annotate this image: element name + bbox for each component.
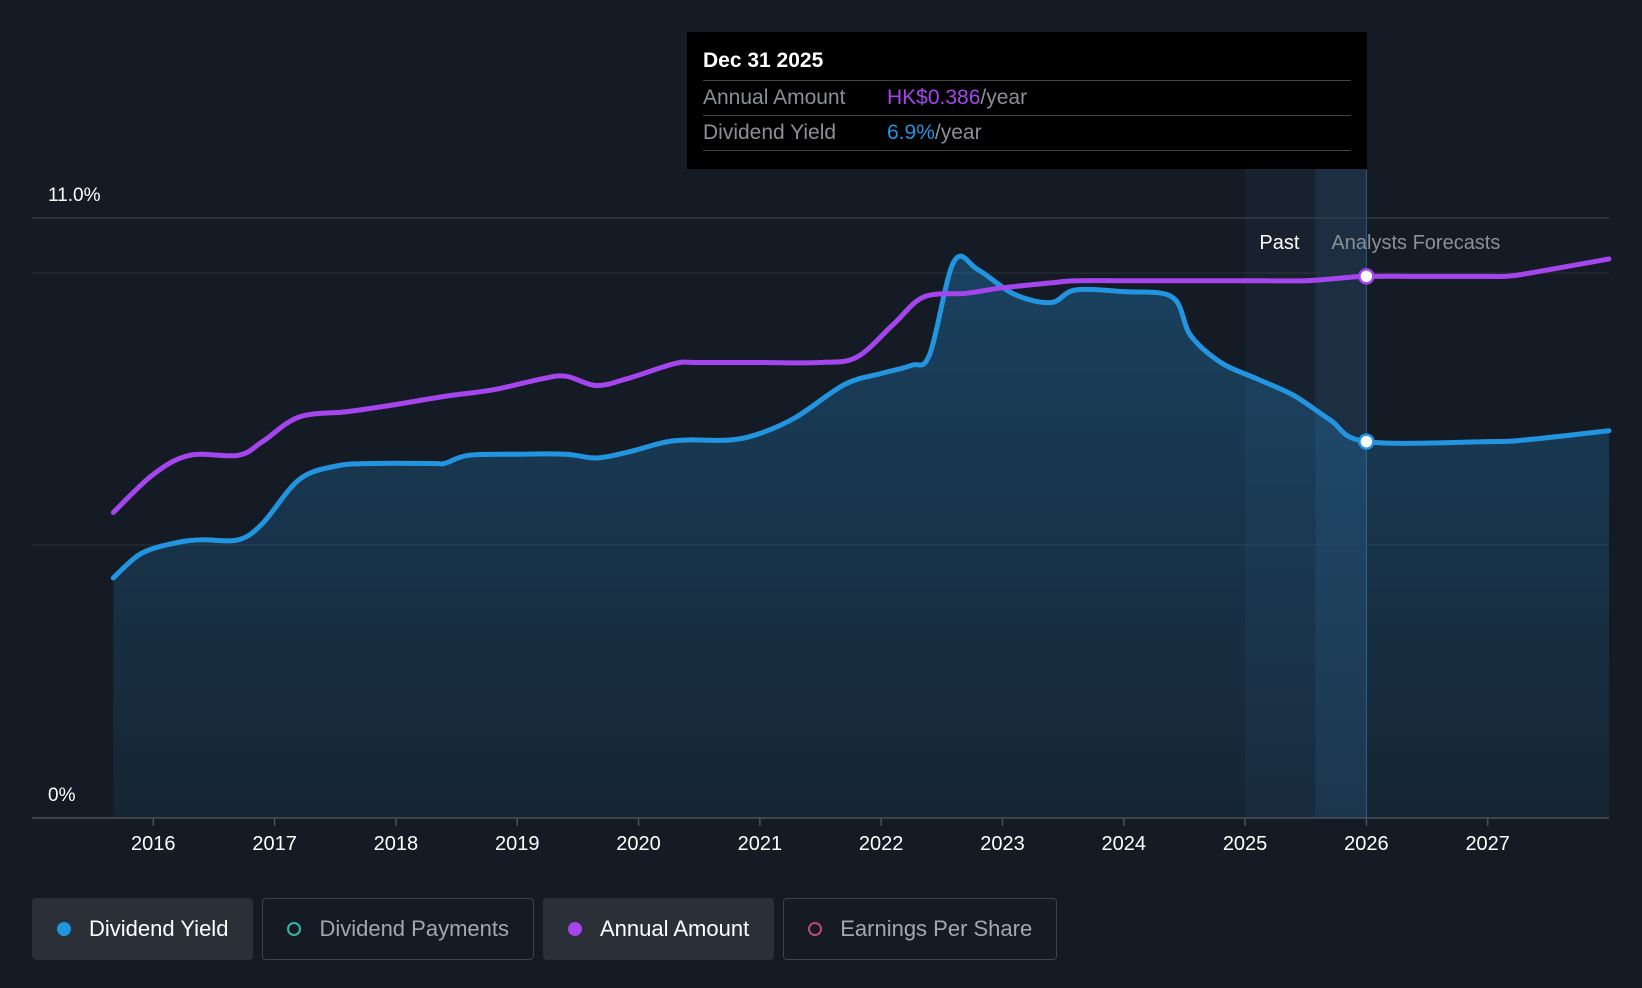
- legend-earnings-per-share-label: Earnings Per Share: [840, 916, 1033, 941]
- dividend-yield-dot-icon: [57, 922, 71, 936]
- x-tick-label: 2023: [980, 833, 1025, 855]
- legend-dividend-yield[interactable]: Dividend Yield: [32, 898, 254, 960]
- tooltip-annual-value: HK$0.386: [887, 86, 981, 109]
- x-tick-label: 2027: [1465, 833, 1510, 855]
- legend-dividend-yield-label: Dividend Yield: [89, 916, 229, 941]
- tooltip-row-dividend-yield: Dividend Yield 6.9% /year: [703, 116, 1351, 151]
- region-labels-layer: Past Analysts Forecasts: [1259, 232, 1500, 254]
- x-tick-label: 2024: [1102, 833, 1147, 855]
- tooltip-annual-label: Annual Amount: [703, 86, 846, 109]
- tooltip-annual-unit: /year: [980, 86, 1028, 109]
- highlight-markers-layer: [1358, 268, 1375, 450]
- yield-area-layer: [113, 256, 1609, 819]
- x-tick-label: 2017: [252, 833, 297, 855]
- x-tick-label: 2019: [495, 833, 540, 855]
- tooltip-card: Dec 31 2025 Annual Amount HK$0.386 /year…: [687, 32, 1367, 169]
- forecast-region-label: Analysts Forecasts: [1331, 232, 1500, 254]
- legend-annual-amount[interactable]: Annual Amount: [542, 898, 775, 960]
- x-tick-label: 2022: [859, 833, 904, 855]
- dividend-yield-highlight-point: [1358, 433, 1375, 450]
- legend-annual-amount-label: Annual Amount: [599, 916, 750, 941]
- y-tick-label-top: 11.0%: [48, 185, 101, 206]
- x-tick-label: 2016: [131, 833, 176, 855]
- legend: Dividend Yield Dividend Payments Annual …: [32, 898, 1058, 960]
- dividend-payments-ring-icon: [287, 922, 302, 936]
- x-tick-label: 2020: [616, 833, 661, 855]
- annual-amount-line: [110, 256, 1612, 515]
- x-tick-label: 2018: [374, 833, 419, 855]
- legend-dividend-payments[interactable]: Dividend Payments: [262, 898, 534, 960]
- y-tick-label-bottom: 0%: [48, 785, 76, 806]
- x-tick-label: 2025: [1223, 833, 1268, 855]
- series-lines-layer: [110, 253, 1612, 581]
- dividend-yield-line: [110, 253, 1612, 581]
- tooltip-date: Dec 31 2025: [703, 46, 1351, 81]
- earnings-per-share-ring-icon: [808, 922, 823, 936]
- annual-amount-highlight-point: [1358, 268, 1375, 285]
- tooltip-row-annual-amount: Annual Amount HK$0.386 /year: [703, 81, 1351, 116]
- annual-amount-dot-icon: [567, 922, 582, 936]
- x-tick-label: 2026: [1344, 833, 1389, 855]
- legend-earnings-per-share[interactable]: Earnings Per Share: [783, 898, 1058, 960]
- x-tick-label: 2021: [738, 833, 783, 855]
- past-region-label: Past: [1259, 232, 1299, 254]
- legend-dividend-payments-label: Dividend Payments: [319, 916, 509, 941]
- tooltip-yield-value: 6.9%: [887, 121, 935, 144]
- tooltip-yield-label: Dividend Yield: [703, 121, 837, 144]
- axes-layer: 11.0% 0% 2016 2017 2018 2019 2020 2021 2022 2023 2…: [32, 185, 1609, 855]
- tooltip-yield-unit: /year: [934, 121, 982, 144]
- dividend-yield-area: [113, 256, 1609, 819]
